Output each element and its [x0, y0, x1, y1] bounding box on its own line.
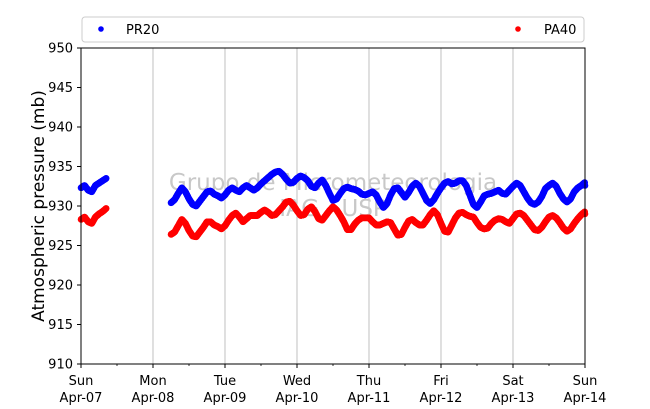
x-tick-label-date: Apr-09: [204, 391, 247, 406]
x-tick-label-date: Apr-11: [348, 391, 391, 406]
x-tick-label-day: Mon: [139, 374, 166, 389]
x-tick-label-day: Fri: [433, 374, 449, 389]
x-tick-label-day: Wed: [283, 374, 311, 389]
legend-marker-pr20: [98, 26, 104, 32]
data-point: [102, 175, 110, 182]
y-tick-label: 930: [48, 200, 73, 215]
x-tick-label-day: Sun: [69, 374, 94, 389]
y-tick-label: 925: [48, 239, 73, 254]
y-axis-label: Atmospheric pressure (mb): [29, 90, 49, 322]
y-axis: 910 915 920 925 930 935 940 945 950: [48, 42, 81, 373]
x-tick-label-date: Apr-14: [564, 391, 607, 406]
x-axis: Sun Apr-07 Mon Apr-08 Tue Apr-09 Wed Apr-10 Thu A…: [60, 364, 607, 406]
series-pr20: [77, 167, 589, 211]
legend: PR20 PA40: [81, 16, 585, 43]
y-tick-label: 950: [48, 42, 73, 57]
series-markers: [77, 167, 589, 241]
y-tick-label: 935: [48, 160, 73, 175]
series-pa40: [77, 198, 589, 241]
x-tick-label-day: Sun: [573, 374, 598, 389]
y-tick-label: 915: [48, 318, 73, 333]
legend-frame: [81, 16, 585, 43]
x-tick-label-day: Sat: [502, 374, 523, 389]
legend-label-pa40: PA40: [544, 23, 576, 38]
x-tick-label-date: Apr-12: [420, 391, 463, 406]
y-tick-label: 940: [48, 121, 73, 136]
x-tick-label-date: Apr-07: [60, 391, 103, 406]
x-tick-label-date: Apr-08: [132, 391, 175, 406]
x-tick-label-date: Apr-10: [276, 391, 319, 406]
x-tick-label-date: Apr-13: [492, 391, 535, 406]
x-tick-label-day: Tue: [213, 374, 236, 389]
x-tick-label-day: Thu: [356, 374, 381, 389]
y-tick-label: 910: [48, 358, 73, 373]
legend-label-pr20: PR20: [126, 23, 159, 38]
y-tick-label: 920: [48, 279, 73, 294]
legend-marker-pa40: [515, 26, 521, 32]
data-point: [102, 205, 110, 212]
y-tick-label: 945: [48, 81, 73, 96]
